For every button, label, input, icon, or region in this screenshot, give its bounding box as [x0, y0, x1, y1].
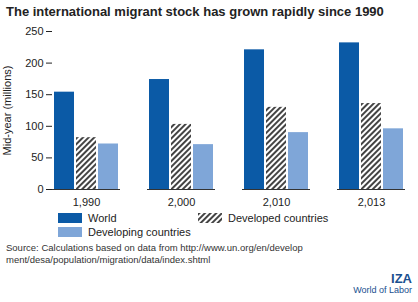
svg-text:200: 200 [25, 57, 43, 69]
svg-text:2,010: 2,010 [263, 196, 291, 208]
html-text:World of Labor: World of Labor [353, 285, 412, 296]
svg-text:0: 0 [37, 183, 43, 195]
svg-text:100: 100 [25, 120, 43, 132]
svg-text:150: 150 [25, 88, 43, 100]
svg-text:50: 50 [31, 151, 43, 163]
html-text:Developing countries: Developing countries [88, 226, 191, 238]
html-text:IZA: IZA [391, 270, 412, 286]
html-text:The international migrant stoc: The international migrant stock has grow… [6, 4, 384, 19]
html-text:Developed countries: Developed countries [228, 212, 329, 224]
html-text:World: World [88, 212, 117, 224]
svg-text:250: 250 [25, 25, 43, 37]
svg-text:2,000: 2,000 [168, 196, 196, 208]
svg-text:1,990: 1,990 [73, 196, 101, 208]
html-text:Source: Calculations based on: Source: Calculations based on data from … [6, 242, 303, 265]
svg-text:2,013: 2,013 [358, 196, 386, 208]
svg-text:Mid-year (millions): Mid-year (millions) [1, 66, 13, 156]
